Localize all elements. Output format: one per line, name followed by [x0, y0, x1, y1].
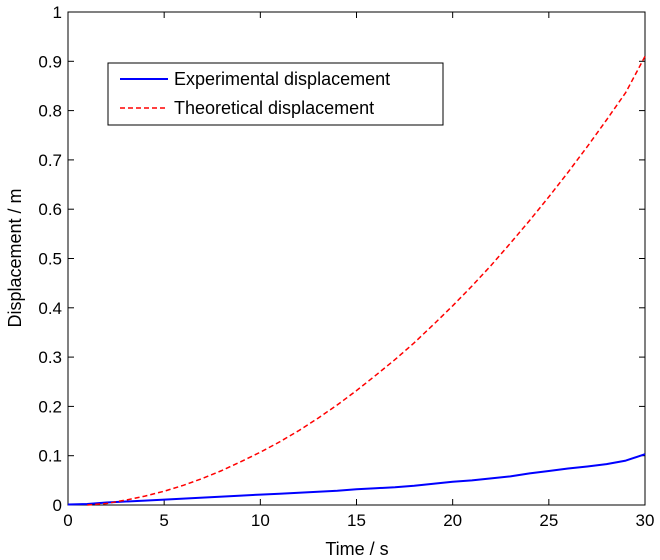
y-axis-title: Displacement / m	[5, 188, 25, 327]
axis-ticks: 0 5 10 15 20 25 30 0 0.1 0.2 0.3 0.4 0.5 0.6 0.7 0.8 0.9…	[38, 3, 654, 530]
x-tick-label: 0	[63, 511, 72, 530]
y-tick-label: 0.2	[38, 397, 62, 416]
series-line-experimental	[67, 453, 646, 506]
x-tick-label: 10	[251, 511, 270, 530]
x-tick-label: 15	[347, 511, 366, 530]
series-line-theoretical	[87, 56, 646, 506]
x-axis-title: Time / s	[325, 539, 388, 559]
x-tick-label: 25	[539, 511, 558, 530]
y-tick-label: 0.8	[38, 102, 62, 121]
legend: Experimental displacement Theoretical di…	[107, 62, 444, 126]
y-tick-label: 0.6	[38, 200, 62, 219]
y-tick-label: 0.1	[38, 447, 62, 466]
x-tick-label: 5	[159, 511, 168, 530]
y-tick-label: 0.4	[38, 299, 62, 318]
legend-box	[107, 62, 444, 126]
y-tick-label: 0	[53, 496, 62, 515]
y-tick-label: 1	[53, 3, 62, 22]
x-tick-label: 30	[636, 511, 655, 530]
y-tick-label: 0.5	[38, 250, 62, 269]
y-tick-label: 0.9	[38, 52, 62, 71]
series-lines	[67, 56, 646, 506]
y-tick-label: 0.7	[38, 151, 62, 170]
legend-label-theoretical: Theoretical displacement	[174, 98, 374, 118]
legend-label-experimental: Experimental displacement	[174, 69, 390, 89]
y-tick-label: 0.3	[38, 348, 62, 367]
x-tick-label: 20	[443, 511, 462, 530]
